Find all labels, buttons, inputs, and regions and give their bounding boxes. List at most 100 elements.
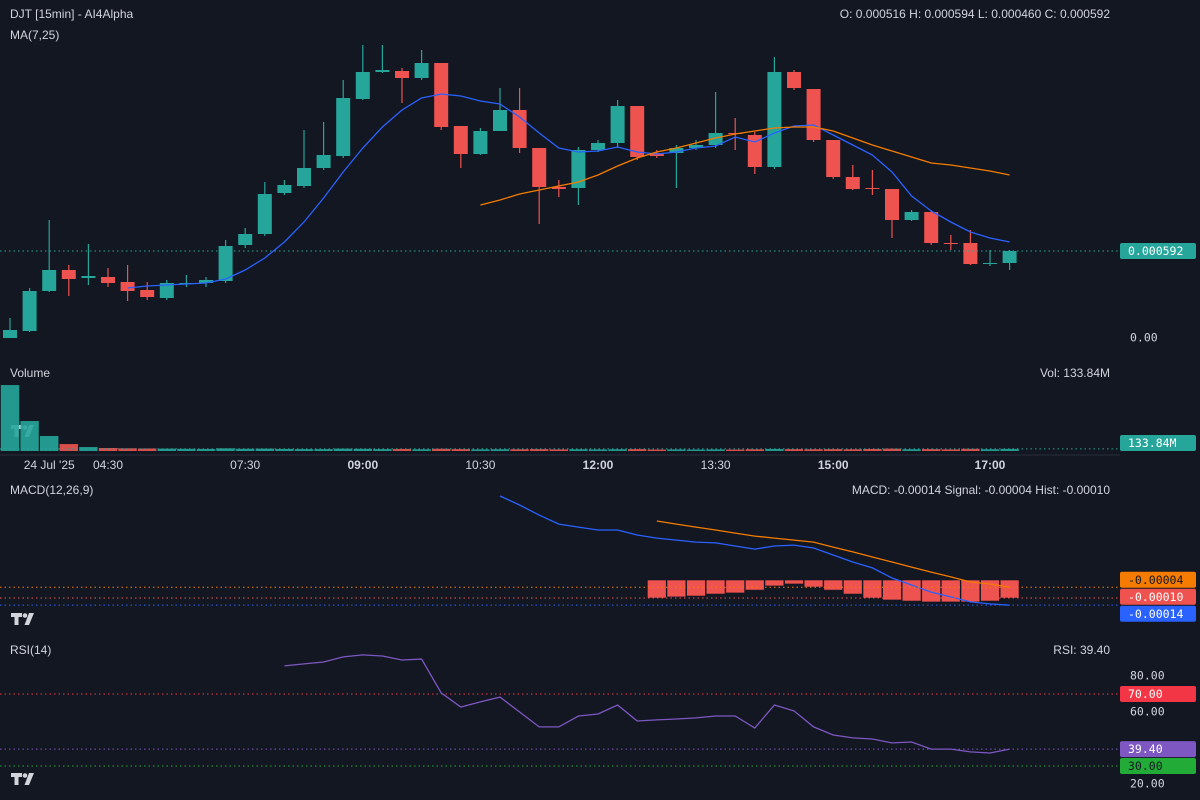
candle-body [414, 63, 429, 78]
candle-body [473, 131, 488, 154]
candle-body [904, 212, 919, 220]
volume-bar [784, 449, 804, 451]
volume-bar [882, 448, 902, 451]
volume-bar [530, 449, 549, 451]
volume-bar [40, 436, 59, 451]
indicator-label: MA(7,25) [10, 28, 59, 42]
volume-bar [863, 448, 882, 451]
candle-body [61, 270, 76, 279]
candle-body [42, 270, 57, 291]
volume-bar [98, 448, 118, 451]
histogram-bar [862, 579, 883, 599]
histogram-bar [882, 579, 902, 601]
volume-bar [569, 449, 588, 451]
volume-bar [314, 449, 333, 451]
volume-bar [549, 449, 568, 451]
price-badge-bg [1120, 243, 1196, 259]
candle-body [767, 72, 782, 167]
volume-bar [216, 448, 235, 451]
volume-bar [490, 449, 510, 451]
candle-body [375, 70, 390, 72]
histogram-bar [941, 579, 961, 603]
candle-body [885, 189, 899, 220]
histogram-bar [843, 579, 863, 595]
x-tick-label: 04:30 [93, 458, 123, 472]
tv-logo [11, 773, 34, 785]
candle-body [747, 135, 762, 167]
volume-bar [157, 448, 176, 451]
tv-logo [11, 613, 34, 625]
candle-body [218, 246, 233, 281]
candle-body [826, 140, 841, 177]
volume-bar [1000, 448, 1019, 451]
y-tick-label: 80.00 [1130, 668, 1165, 682]
macd-badge-bg [1120, 588, 1196, 605]
volume-bar [843, 449, 862, 451]
volume-bar [824, 449, 843, 451]
candle-body [787, 72, 801, 88]
candle-body [238, 234, 253, 245]
candle-body [591, 143, 605, 150]
macd-badge: -0.00014 [1128, 607, 1183, 621]
macd-badge: -0.00010 [1128, 590, 1183, 604]
candle-body [865, 188, 880, 189]
candle-body [610, 106, 625, 143]
rsi-badge: 39.40 [1128, 742, 1163, 756]
histogram-bar [647, 579, 667, 599]
ohlc-legend: O: 0.000516 H: 0.000594 L: 0.000460 C: 0… [840, 7, 1111, 21]
volume-bar [667, 449, 686, 451]
volume-bar [118, 448, 137, 451]
volume-bar [432, 448, 451, 451]
candle-body [532, 148, 547, 187]
x-tick-label: 07:30 [230, 458, 260, 472]
level-badge: 70.00 [1128, 687, 1163, 701]
candle-body [571, 150, 586, 188]
x-tick-label: 10:30 [465, 458, 495, 472]
volume-bar [236, 448, 255, 451]
histogram-bar [745, 579, 765, 591]
volume-bar [745, 449, 764, 451]
candle-body [493, 110, 507, 131]
histogram-bar [823, 579, 843, 591]
x-tick-label: 24 Jul '25 [24, 458, 75, 472]
volume-bar [510, 449, 529, 451]
candle-body [3, 330, 17, 338]
volume-bar [608, 449, 627, 451]
volume-bar [961, 448, 980, 451]
volume-bar [765, 448, 784, 451]
volume-bar [451, 449, 470, 451]
volume-bar [902, 449, 921, 451]
volume-bar [177, 448, 196, 451]
histogram-bar [764, 579, 785, 587]
macd-badge-bg [1120, 605, 1196, 622]
volume-bar [647, 449, 666, 451]
volume-bar [373, 449, 392, 451]
moving-average [480, 126, 1010, 206]
volume-bar [79, 447, 98, 451]
macd-line [499, 495, 1010, 606]
y-tick-label: 20.00 [1130, 776, 1165, 790]
candle-body [689, 145, 703, 148]
candle-body [257, 194, 272, 234]
candle-body [669, 148, 684, 153]
volume-legend: Vol: 133.84M [1040, 366, 1110, 380]
candle-body [845, 177, 860, 189]
candle-body [924, 212, 939, 243]
y-tick-label: 60.00 [1130, 704, 1165, 718]
volume-bar [294, 449, 314, 451]
histogram-bar [784, 579, 804, 585]
candle-body [551, 187, 566, 189]
volume-bar [980, 449, 1000, 451]
candle-body [140, 290, 155, 297]
candle-body [630, 106, 645, 157]
volume-bar [471, 449, 490, 451]
candle-body [395, 71, 409, 78]
candle-body [453, 126, 468, 154]
histogram-bar [803, 579, 824, 588]
macd-badge-bg [1120, 571, 1196, 588]
volume-bar [138, 448, 157, 451]
macd-title: MACD(12,26,9) [10, 483, 93, 497]
candle-body [806, 89, 821, 140]
macd-line [656, 520, 1010, 588]
candle-body [708, 133, 723, 145]
